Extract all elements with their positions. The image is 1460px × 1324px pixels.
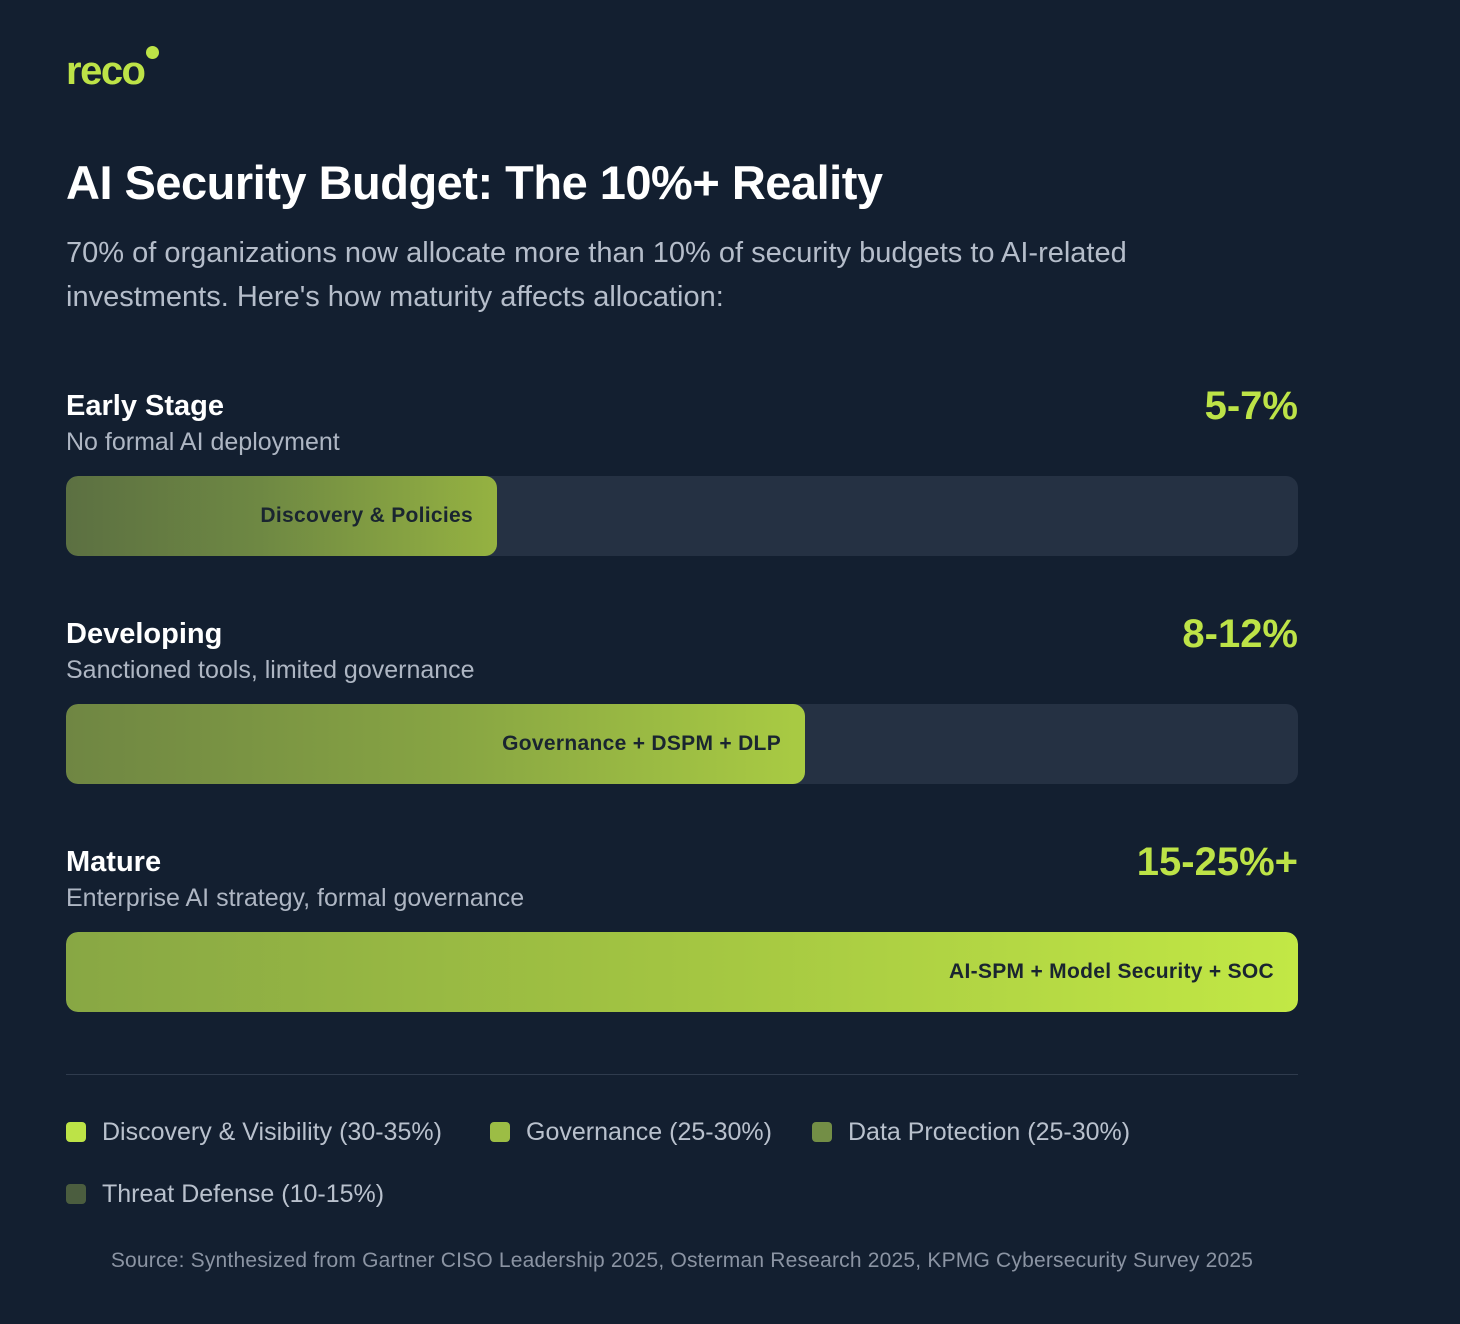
legend-swatch <box>66 1122 86 1142</box>
stage-percentage: 5-7% <box>1204 384 1298 428</box>
stage-percentage: 15-25%+ <box>1136 840 1298 884</box>
legend-swatch <box>66 1184 86 1204</box>
legend-label: Threat Defense (10-15%) <box>102 1180 385 1208</box>
page-subtitle: 70% of organizations now allocate more t… <box>66 237 1127 313</box>
bar-fill: AI-SPM + Model Security + SOC <box>66 932 1298 1012</box>
stage-description: Enterprise AI strategy, formal governanc… <box>66 884 525 912</box>
legend-swatch <box>812 1122 832 1142</box>
bar-fill: Discovery & Policies <box>66 476 497 556</box>
legend-item-threat-defense: Threat Defense (10-15%) <box>66 1172 384 1216</box>
stage-name: Developing <box>66 618 223 650</box>
legend-item-data-protection: Data Protection (25-30%) <box>812 1110 1130 1154</box>
page-title: AI Security Budget: The 10%+ Reality <box>66 156 883 209</box>
bar-label: Governance + DSPM + DLP <box>502 732 781 755</box>
legend-item-governance: Governance (25-30%) <box>490 1110 772 1154</box>
logo-text: reco <box>66 49 146 93</box>
legend-label: Discovery & Visibility (30-35%) <box>102 1118 442 1146</box>
bar-fill: Governance + DSPM + DLP <box>66 704 805 784</box>
brand-logo: reco <box>66 46 159 93</box>
divider <box>66 1074 1298 1075</box>
stage-percentage: 8-12% <box>1182 612 1298 656</box>
bar-label: AI-SPM + Model Security + SOC <box>949 960 1274 983</box>
bar-label: Discovery & Policies <box>260 504 473 527</box>
legend-label: Data Protection (25-30%) <box>848 1118 1131 1146</box>
legend-label: Governance (25-30%) <box>526 1118 772 1146</box>
bar-track: AI-SPM + Model Security + SOC <box>66 932 1298 1012</box>
stage-name: Mature <box>66 846 162 878</box>
legend-item-discovery: Discovery & Visibility (30-35%) <box>66 1110 442 1154</box>
stage-name: Early Stage <box>66 390 224 422</box>
stage-description: No formal AI deployment <box>66 428 340 456</box>
bar-track: Governance + DSPM + DLP <box>66 704 1298 784</box>
stage-description: Sanctioned tools, limited governance <box>66 656 475 684</box>
bar-track: Discovery & Policies <box>66 476 1298 556</box>
source-note: Source: Synthesized from Gartner CISO Le… <box>110 1249 1254 1272</box>
logo-dot-icon <box>145 46 159 59</box>
legend-swatch <box>490 1122 510 1142</box>
